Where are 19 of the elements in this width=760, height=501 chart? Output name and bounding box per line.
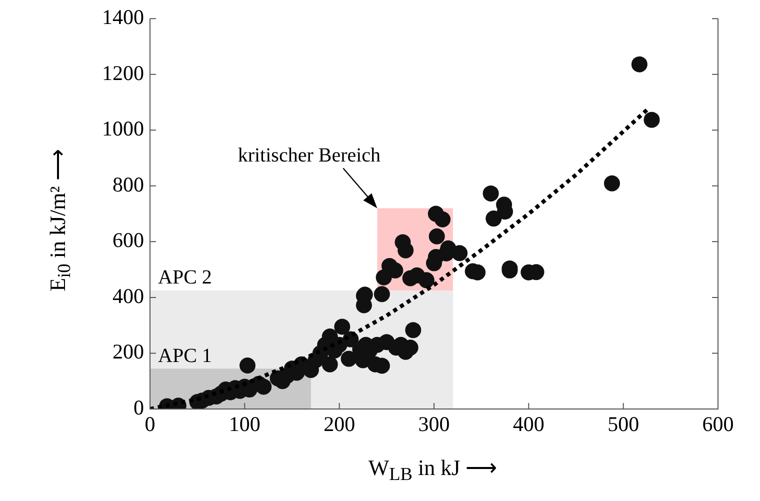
x-tick-label: 600 xyxy=(702,412,734,436)
x-tick-label: 200 xyxy=(324,412,356,436)
y-tick-label: 200 xyxy=(112,340,144,364)
x-axis-title: W$_{LB}$ in kJ ⟶ xyxy=(368,454,498,486)
y-tick-label: 0 xyxy=(134,396,144,420)
x-tick-label: 400 xyxy=(512,412,544,436)
y-tick-label: 800 xyxy=(112,172,144,196)
series-label: APC 2 xyxy=(158,266,212,289)
series-label: APC 1 xyxy=(158,344,212,367)
y-tick-label: 1200 xyxy=(102,60,144,85)
x-tick-label: 100 xyxy=(228,412,260,436)
y-tick-label: 400 xyxy=(112,284,144,308)
y-tick-label: 1000 xyxy=(102,116,144,141)
y-tick-label: 600 xyxy=(112,228,144,252)
line-series xyxy=(150,106,650,409)
y-tick-label: 1400 xyxy=(102,5,144,30)
x-tick-label: 500 xyxy=(608,412,640,436)
x-tick-label: 300 xyxy=(418,412,450,436)
annotation: kritischer Bereich xyxy=(238,144,381,166)
